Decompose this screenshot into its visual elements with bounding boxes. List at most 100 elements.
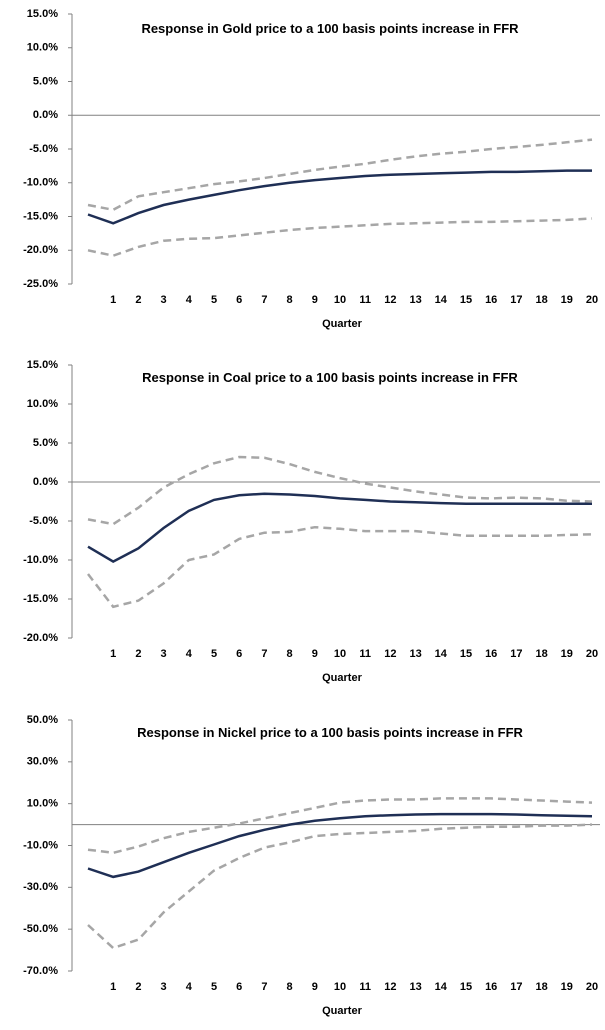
- x-tick-label: 9: [312, 981, 318, 993]
- x-tick-label: 7: [261, 981, 267, 993]
- x-tick-label: 12: [384, 294, 396, 306]
- x-tick-label: 16: [485, 648, 497, 660]
- y-tick-label: 0.0%: [33, 476, 58, 488]
- x-tick-label: 14: [435, 294, 448, 306]
- x-tick-label: 12: [384, 981, 396, 993]
- x-tick-label: 18: [535, 981, 547, 993]
- y-tick-label: 0.0%: [33, 109, 58, 121]
- y-tick-label: -30.0%: [23, 881, 58, 893]
- response-line: [87, 812, 593, 879]
- x-axis-label: Quarter: [322, 1005, 362, 1017]
- x-tick-label: 17: [510, 294, 522, 306]
- y-tick-label: 15.0%: [27, 359, 58, 371]
- x-tick-label: 13: [409, 981, 421, 993]
- chart-title: Response in Nickel price to a 100 basis …: [137, 725, 523, 740]
- x-tick-label: 16: [485, 294, 497, 306]
- x-tick-label: 13: [409, 648, 421, 660]
- x-tick-label: 2: [135, 981, 141, 993]
- y-tick-label: 10.0%: [27, 398, 58, 410]
- x-tick-label: 15: [460, 648, 472, 660]
- y-tick-label: -20.0%: [23, 244, 58, 256]
- x-tick-label: 17: [510, 981, 522, 993]
- x-tick-label: 6: [236, 648, 242, 660]
- x-tick-label: 17: [510, 648, 522, 660]
- y-tick-label: -10.0%: [23, 554, 58, 566]
- x-tick-label: 5: [211, 981, 217, 993]
- y-tick-label: 5.0%: [33, 437, 58, 449]
- chart-title: Response in Coal price to a 100 basis po…: [142, 370, 518, 385]
- x-tick-label: 20: [586, 981, 598, 993]
- y-tick-label: -15.0%: [23, 593, 58, 605]
- x-tick-label: 3: [161, 294, 167, 306]
- x-tick-label: 9: [312, 294, 318, 306]
- y-tick-label: -5.0%: [29, 143, 58, 155]
- band-line: [87, 138, 593, 212]
- y-tick-label: -20.0%: [23, 632, 58, 644]
- x-tick-label: 12: [384, 648, 396, 660]
- band-line: [87, 455, 593, 526]
- x-axis-label: Quarter: [322, 672, 362, 684]
- x-tick-label: 10: [334, 981, 346, 993]
- y-tick-label: 10.0%: [27, 42, 58, 54]
- chart-title: Response in Gold price to a 100 basis po…: [141, 21, 519, 36]
- x-tick-label: 9: [312, 648, 318, 660]
- x-tick-label: 18: [535, 648, 547, 660]
- band-line: [87, 525, 593, 609]
- x-tick-label: 1: [110, 294, 116, 306]
- x-tick-label: 19: [561, 648, 573, 660]
- x-tick-label: 10: [334, 294, 346, 306]
- response-line: [87, 492, 592, 564]
- x-tick-label: 8: [287, 294, 293, 306]
- x-tick-label: 15: [460, 294, 472, 306]
- x-tick-label: 16: [485, 981, 497, 993]
- x-tick-label: 2: [135, 648, 141, 660]
- x-tick-label: 20: [586, 648, 598, 660]
- x-tick-label: 19: [561, 981, 573, 993]
- x-axis-label: Quarter: [322, 318, 362, 330]
- y-tick-label: -70.0%: [23, 965, 58, 977]
- response-line: [87, 169, 592, 225]
- x-tick-label: 4: [186, 294, 193, 306]
- x-tick-label: 4: [186, 981, 193, 993]
- x-tick-label: 11: [359, 648, 371, 660]
- x-tick-label: 5: [211, 648, 217, 660]
- y-tick-label: -10.0%: [23, 177, 58, 189]
- x-tick-label: 4: [186, 648, 193, 660]
- y-tick-label: 50.0%: [27, 714, 58, 726]
- band-line: [87, 823, 593, 950]
- x-tick-label: 7: [261, 648, 267, 660]
- y-tick-label: 10.0%: [27, 798, 58, 810]
- x-tick-label: 13: [409, 294, 421, 306]
- x-tick-label: 5: [211, 294, 217, 306]
- y-tick-label: -25.0%: [23, 278, 58, 290]
- band-line: [87, 217, 593, 257]
- x-tick-label: 10: [334, 648, 346, 660]
- x-tick-label: 18: [535, 294, 547, 306]
- y-tick-label: 15.0%: [27, 8, 58, 20]
- x-tick-label: 3: [161, 648, 167, 660]
- x-tick-label: 15: [460, 981, 472, 993]
- y-tick-label: 5.0%: [33, 75, 58, 87]
- x-tick-label: 11: [359, 294, 371, 306]
- x-tick-label: 11: [359, 981, 371, 993]
- x-tick-label: 8: [287, 981, 293, 993]
- y-tick-label: -10.0%: [23, 839, 58, 851]
- y-tick-label: -5.0%: [29, 515, 58, 527]
- x-tick-label: 8: [287, 648, 293, 660]
- x-tick-label: 19: [561, 294, 573, 306]
- x-tick-label: 20: [586, 294, 598, 306]
- x-tick-label: 2: [135, 294, 141, 306]
- x-tick-label: 1: [110, 648, 116, 660]
- x-tick-label: 1: [110, 981, 116, 993]
- x-tick-label: 7: [261, 294, 267, 306]
- x-tick-label: 6: [236, 294, 242, 306]
- y-tick-label: 30.0%: [27, 756, 58, 768]
- y-tick-label: -15.0%: [23, 210, 58, 222]
- x-tick-label: 6: [236, 981, 242, 993]
- x-tick-label: 14: [435, 981, 448, 993]
- x-tick-label: 14: [435, 648, 448, 660]
- y-tick-label: -50.0%: [23, 923, 58, 935]
- x-tick-label: 3: [161, 981, 167, 993]
